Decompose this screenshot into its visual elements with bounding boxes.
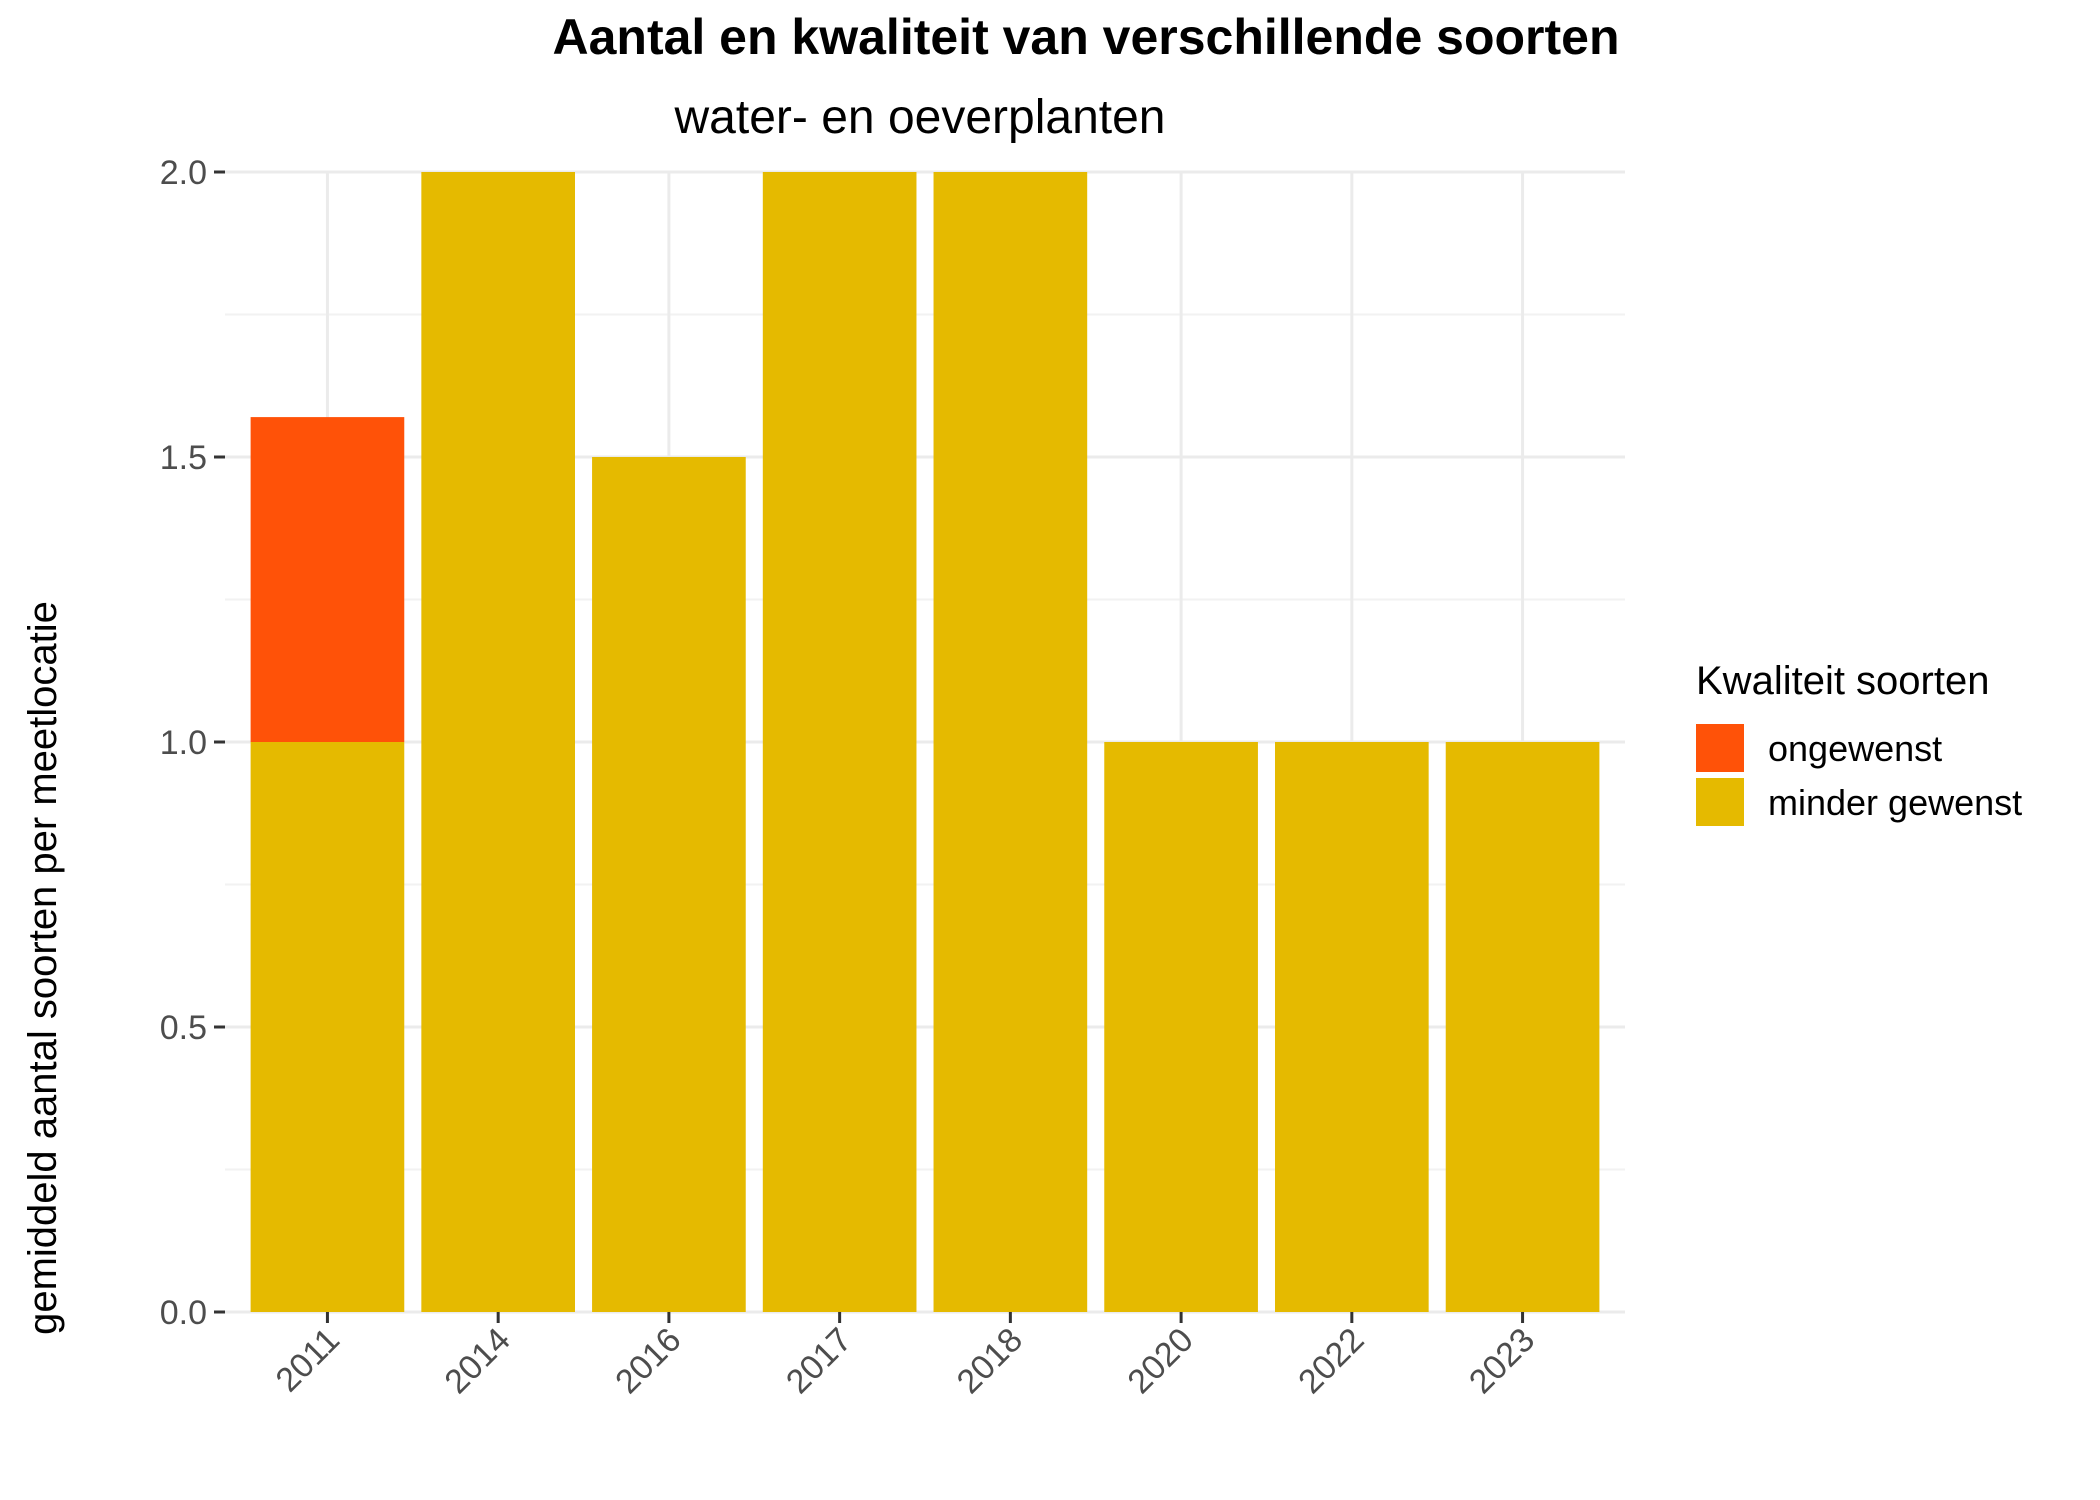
chart-subtitle: water- en oeverplanten [674,91,1166,144]
y-tick-label: 0.0 [160,1294,207,1332]
x-tick-label: 2018 [950,1321,1030,1401]
x-tick-label: 2020 [1120,1321,1200,1401]
bar-2020-minder-gewenst [1104,742,1258,1312]
x-tick-label: 2011 [269,1321,348,1400]
bar-2018-minder-gewenst [933,172,1088,1312]
legend-label: ongewenst [1768,728,1942,769]
x-tick-label: 2016 [608,1321,688,1401]
y-tick-label: 0.5 [160,1009,207,1047]
legend-key-minder-gewenst [1696,778,1744,826]
y-tick-label: 1.0 [160,724,207,762]
bar-2023-minder-gewenst [1445,742,1600,1312]
legend-title: Kwaliteit soorten [1696,659,1989,703]
y-axis-label: gemiddeld aantal soorten per meetlocatie [21,601,65,1335]
x-tick-label: 2017 [779,1321,859,1401]
bar-2016-minder-gewenst [592,457,746,1312]
bar-2017-minder-gewenst [762,172,917,1312]
bar-2011-minder-gewenst [250,742,405,1312]
x-tick-label: 2014 [437,1321,517,1401]
bars [250,172,1600,1312]
bar-2014-minder-gewenst [421,172,575,1312]
y-tick-label: 2.0 [160,154,207,192]
x-tick-label: 2023 [1462,1321,1542,1401]
legend-label: minder gewenst [1768,782,2022,823]
chart-title: Aantal en kwaliteit van verschillende so… [552,9,1619,65]
bar-2011-ongewenst [250,417,405,742]
legend-key-ongewenst [1696,724,1744,772]
legend: Kwaliteit soorten ongewenst minder gewens… [1696,659,2022,826]
bar-2022-minder-gewenst [1275,742,1429,1312]
x-tick-label: 2022 [1291,1321,1371,1401]
y-tick-label: 1.5 [160,439,207,477]
